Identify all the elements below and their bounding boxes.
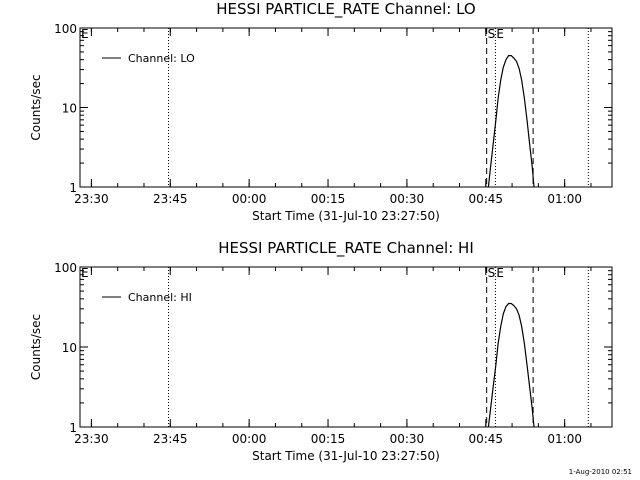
x-tick-label: 23:45	[153, 192, 188, 206]
y-tick-label: 10	[62, 102, 77, 116]
y-tick-label: 1	[69, 181, 77, 195]
y-tick-label: 1	[69, 421, 77, 435]
plot-timestamp: 1-Aug-2010 02:51	[568, 468, 632, 476]
x-tick-label: 00:15	[311, 192, 346, 206]
marker-label: S	[488, 266, 496, 280]
x-axis-label: Start Time (31-Jul-10 23:27:50)	[252, 449, 440, 463]
x-axis-label: Start Time (31-Jul-10 23:27:50)	[252, 209, 440, 223]
x-tick-label: 00:30	[390, 192, 425, 206]
x-tick-label: 00:45	[468, 432, 503, 446]
marker-label: S	[488, 27, 496, 41]
x-tick-label: 23:30	[74, 192, 109, 206]
legend-label: Channel: LO	[128, 52, 195, 65]
x-tick-label: 01:00	[547, 432, 582, 446]
marker-label: E	[81, 27, 89, 41]
y-axis-label: Counts/sec	[29, 314, 43, 380]
chart-title: HESSI PARTICLE_RATE Channel: HI	[218, 239, 474, 258]
x-tick-label: 00:00	[232, 432, 267, 446]
x-tick-label: 00:15	[311, 432, 346, 446]
marker-label: E	[496, 266, 504, 280]
y-tick-label: 100	[54, 22, 77, 36]
x-tick-label: 23:30	[74, 432, 109, 446]
x-tick-label: 23:45	[153, 432, 188, 446]
x-tick-label: 00:00	[232, 192, 267, 206]
x-tick-label: 00:45	[468, 192, 503, 206]
marker-label: E	[81, 266, 89, 280]
series-line	[487, 302, 535, 428]
y-tick-label: 10	[62, 341, 77, 355]
x-tick-label: 01:00	[547, 192, 582, 206]
chart-title: HESSI PARTICLE_RATE Channel: LO	[216, 0, 475, 19]
x-tick-label: 00:30	[390, 432, 425, 446]
series-line	[487, 54, 535, 188]
legend-label: Channel: HI	[128, 291, 192, 304]
marker-label: E	[496, 27, 504, 41]
y-axis-label: Counts/sec	[29, 74, 43, 140]
y-tick-label: 100	[54, 261, 77, 275]
